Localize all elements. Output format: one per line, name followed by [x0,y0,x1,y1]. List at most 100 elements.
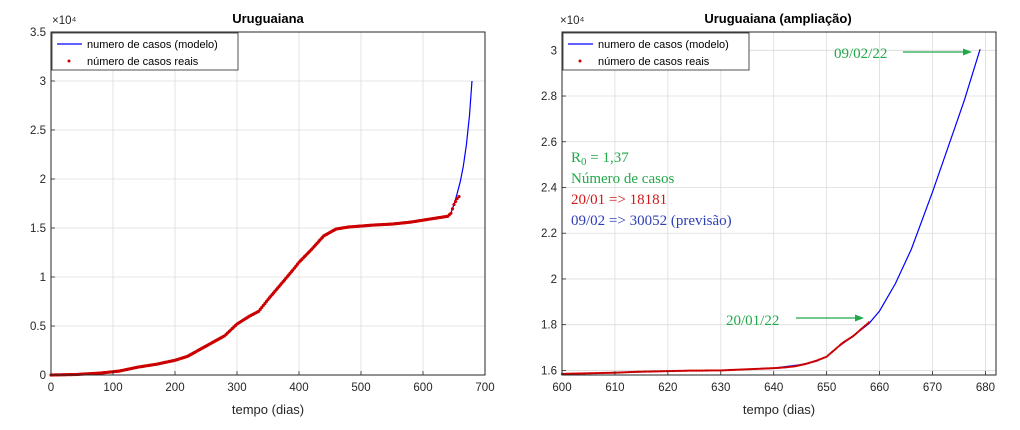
chart-right-grid [561,32,996,375]
series-real-point [695,369,698,372]
series-real-point [563,372,567,375]
chart-left-legend-dot-swatch [67,59,71,63]
chart-left-legend: numero de casos (modelo) número de casos… [51,32,239,71]
y-tick-label: 0.5 [30,321,46,333]
annotation-top-date: 09/02/22 [834,46,887,62]
series-real-point [450,207,455,211]
series-real-point [693,369,697,372]
annotation-top-arrow-head [963,48,972,56]
series-real-point [712,369,715,372]
chart-left-frame [50,31,486,376]
x-tick-label: 620 [658,382,677,394]
x-tick-label: 0 [48,382,54,394]
series-real-point [709,369,712,372]
series-real-point [715,369,718,372]
annotation-arrow-top: 09/02/22 [834,46,972,62]
chart-left-title: Uruguaiana [232,11,304,26]
annotation-r0: R0 = 1,37 [571,150,629,168]
series-real-point [645,370,648,373]
y-tick-label: 3 [40,76,46,88]
annotation-bottom-arrow-head [855,314,864,322]
y-tick-label: 1.5 [30,223,46,235]
y-tick-label: 2.5 [30,125,46,137]
chart-right-ticks: 600 610 620 630 640 650 660 670 680 1.6 1.8 2 2.2 2.4… [541,45,995,394]
chart-right-frame [561,31,997,376]
y-tick-label: 2.4 [541,182,558,194]
chart-left: Uruguaiana ×10⁴ 0 100 200 300 400 500 600 70000… [30,11,495,417]
series-real-point [687,369,691,372]
series-real-point [713,369,716,372]
series-real-point [569,372,573,375]
annotation-bottom-date: 20/01/22 [726,313,779,329]
x-tick-label: 670 [923,382,942,394]
series-real-point [718,369,721,372]
x-tick-label: 600 [552,382,571,394]
annotation-real-cases: 20/01 => 18181 [571,192,667,208]
series-real-point [598,371,601,375]
series-real-point [680,369,683,372]
x-tick-label: 100 [103,382,122,394]
series-real-point [660,370,663,373]
series-real-point [591,372,594,375]
chart-right-legend-box [562,32,750,71]
chart-right-marks [560,48,981,375]
x-tick-label: 610 [605,382,624,394]
series-real-point [604,371,607,375]
chart-right-legend-model: numero de casos (modelo) [598,39,729,51]
annotation-cases-heading: Número de casos [571,171,674,187]
chart-left-legend-real: número de casos reais [87,56,199,68]
chart-right-title: Uruguaiana (ampliação) [704,11,851,26]
series-real-point [457,195,461,199]
x-tick-label: 650 [817,382,836,394]
x-tick-label: 660 [870,382,889,394]
y-tick-label: 2 [551,274,557,286]
y-tick-label: 2.6 [541,137,557,149]
chart-right-legend-real: número de casos reais [598,56,710,68]
chart-left-ticks: 0 100 200 300 400 500 600 700 0 0.5 1 1.5 2 2.5 3 3.5 [30,27,495,394]
y-tick-label: 2 [40,174,46,186]
chart-left-legend-box [51,32,239,71]
series-real-point [639,370,642,373]
chart-left-legend-model: numero de casos (modelo) [87,39,218,51]
y-tick-label: 0 [40,370,46,382]
y-tick-label: 1.6 [541,365,557,377]
series-real-point [674,369,677,373]
chart-left-marks [49,80,473,377]
x-tick-label: 400 [289,382,308,394]
annotation-r0-symbol: R [571,150,581,166]
annotation-arrow-bottom: 20/01/22 [726,313,864,329]
annotation-forecast: 09/02 => 30052 (previsão) [571,213,732,229]
series-real-point [697,369,700,372]
chart-right-y-exponent: ×10⁴ [560,15,585,27]
annotation-r0-subscript: 0 [581,156,587,168]
chart-right-legend: numero de casos (modelo) número de casos… [562,32,750,71]
series-real-point [867,321,871,324]
series-real-point [690,369,694,372]
chart-right-plot-area [562,32,996,375]
annotation-r0-value: = 1,37 [587,150,630,166]
series-real-point [707,369,710,372]
series-real-point [689,369,692,372]
y-tick-label: 1.8 [541,320,557,332]
chart-left-plot-area [51,32,485,375]
x-tick-label: 700 [475,382,494,394]
series-real-point [449,211,453,215]
series-real-point [692,369,695,372]
x-tick-label: 300 [227,382,246,394]
y-tick-label: 3.5 [30,27,46,39]
series-real-point [701,369,704,372]
chart-right-legend-dot-swatch [578,59,582,63]
annotation-text-block: R0 = 1,37 Número de casos 20/01 => 18181… [571,150,732,229]
y-tick-label: 3 [551,45,557,57]
series-real-point [453,199,458,204]
x-tick-label: 630 [711,382,730,394]
x-tick-label: 640 [764,382,783,394]
y-tick-label: 2.8 [541,91,557,103]
series-real-point [452,202,456,207]
chart-right-xlabel: tempo (dias) [743,402,815,417]
x-tick-label: 200 [165,382,184,394]
x-tick-label: 680 [976,382,995,394]
chart-left-grid [50,31,486,376]
x-tick-label: 600 [413,382,432,394]
